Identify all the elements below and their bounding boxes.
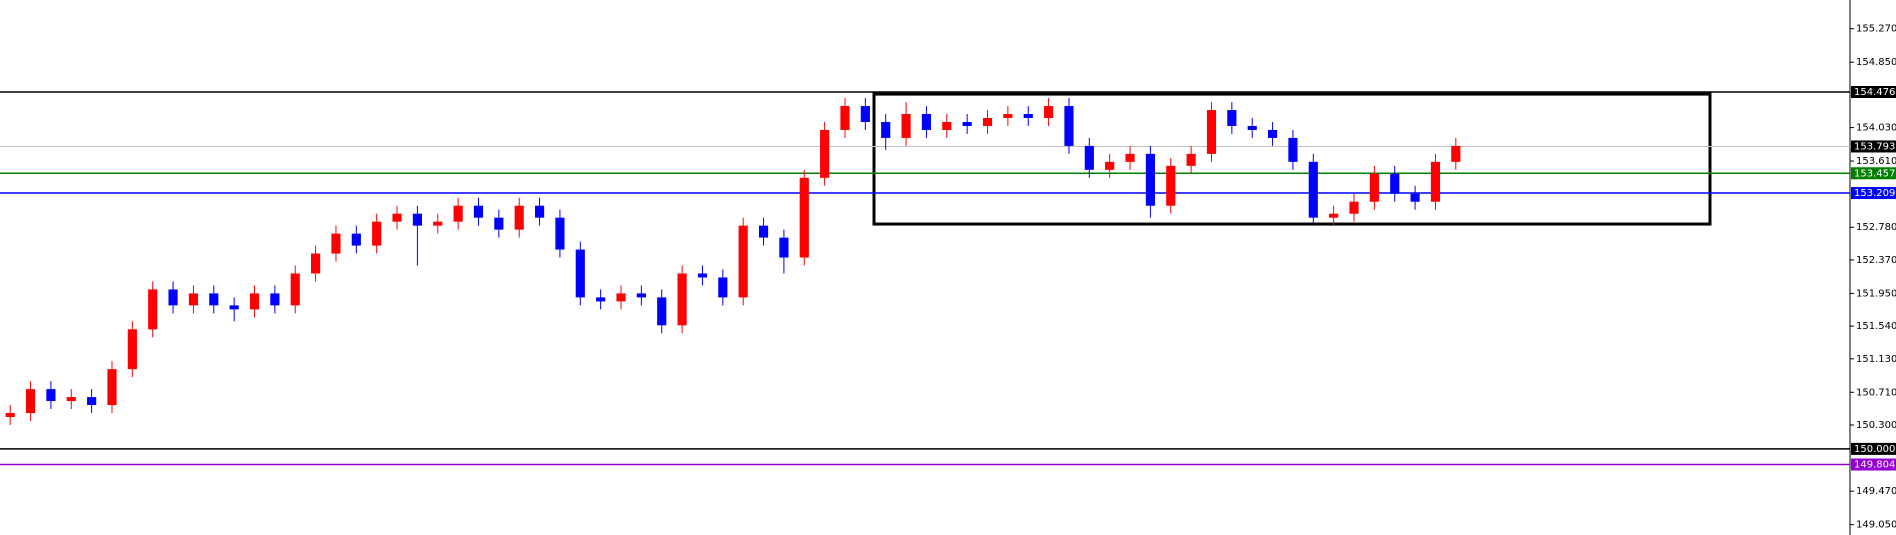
candle-body xyxy=(779,237,789,258)
candle-body xyxy=(453,205,463,222)
candle-body xyxy=(229,305,239,310)
price-level-tag xyxy=(1851,167,1896,180)
candle-body xyxy=(473,205,484,218)
candle-body xyxy=(881,121,891,138)
candle-body xyxy=(575,249,585,298)
candle-body xyxy=(127,329,137,370)
candle-body xyxy=(5,413,15,417)
candle-body xyxy=(616,293,626,302)
candle-body xyxy=(1329,213,1339,218)
price-level-tag xyxy=(1851,140,1896,153)
candle-body xyxy=(290,273,300,306)
candle-body xyxy=(657,297,667,326)
candle-body xyxy=(494,217,504,230)
candle-body xyxy=(412,213,422,226)
candle-body xyxy=(1166,165,1176,206)
candle-body xyxy=(392,213,402,222)
candle-body xyxy=(331,233,341,254)
price-level-label: 153.793 xyxy=(1854,141,1895,152)
candle-body xyxy=(1369,173,1379,202)
candle-body xyxy=(249,293,260,310)
candle-body xyxy=(1186,153,1196,166)
candle-body xyxy=(921,114,932,130)
candle-body xyxy=(636,293,646,298)
candle-body xyxy=(25,389,36,414)
price-level-label: 153.457 xyxy=(1854,168,1895,179)
y-tick-label: 149.050 xyxy=(1856,520,1896,531)
candle-body xyxy=(534,205,545,218)
candle-body xyxy=(1227,110,1237,126)
candle-body xyxy=(46,389,56,402)
candle-body xyxy=(270,293,280,306)
candle-body xyxy=(840,106,850,130)
candle-body xyxy=(1105,161,1115,170)
candle-body xyxy=(718,277,728,298)
candle-body xyxy=(555,217,565,250)
y-tick-label: 150.300 xyxy=(1856,420,1896,431)
candle-body xyxy=(1044,106,1054,119)
candle-body xyxy=(87,397,97,406)
candle-body xyxy=(433,221,443,226)
candle-body xyxy=(168,289,178,306)
candle-body xyxy=(799,177,809,258)
candle-body xyxy=(982,118,993,126)
candle-body xyxy=(820,129,830,178)
candle-body xyxy=(942,121,952,130)
price-level-tag xyxy=(1851,442,1896,455)
candle-body xyxy=(1125,153,1135,162)
price-level-label: 149.804 xyxy=(1854,460,1895,471)
y-tick-label: 150.710 xyxy=(1856,387,1896,398)
price-level-tag xyxy=(1851,187,1896,200)
y-tick-label: 155.270 xyxy=(1856,24,1896,35)
candle-body xyxy=(1349,201,1359,214)
price-level-label: 154.476 xyxy=(1854,87,1895,98)
y-tick-label: 154.850 xyxy=(1856,57,1896,68)
candle-body xyxy=(677,273,687,326)
candle-body xyxy=(209,293,219,306)
candle-body xyxy=(311,253,321,274)
candle-body xyxy=(66,397,76,402)
candle-body xyxy=(1308,161,1318,218)
candle-body xyxy=(738,225,748,298)
candle-body xyxy=(1003,114,1013,119)
candle-body xyxy=(596,297,606,302)
candle-body xyxy=(1084,145,1094,170)
candle-body xyxy=(514,205,524,230)
candle-body xyxy=(107,369,117,406)
candle-body xyxy=(1410,193,1420,202)
range-box xyxy=(872,92,1712,226)
candle-body xyxy=(1430,161,1441,202)
candle-body xyxy=(188,293,199,306)
y-tick-label: 153.610 xyxy=(1856,156,1896,167)
candle-body xyxy=(1390,173,1400,194)
candle-body xyxy=(351,233,361,246)
y-tick-label: 151.540 xyxy=(1856,321,1896,332)
candle-body xyxy=(148,289,158,330)
price-level-label: 153.209 xyxy=(1854,188,1895,199)
y-tick-label: 154.030 xyxy=(1856,123,1896,134)
candle-body xyxy=(962,121,972,126)
y-tick-label: 152.780 xyxy=(1856,222,1896,233)
candle-body xyxy=(1247,125,1257,130)
price-level-tag xyxy=(1851,458,1896,471)
candle-body xyxy=(697,273,708,278)
y-tick-label: 151.130 xyxy=(1856,354,1896,365)
candle-body xyxy=(758,225,769,238)
candle-body xyxy=(1206,110,1217,154)
candle-body xyxy=(901,114,911,138)
price-level-tag xyxy=(1851,86,1896,99)
candle-body xyxy=(1064,106,1074,146)
candle-body xyxy=(1267,129,1278,138)
candle-body xyxy=(372,221,382,246)
candle-body xyxy=(860,106,870,122)
candle-body xyxy=(1451,145,1461,162)
y-tick-label: 151.950 xyxy=(1856,288,1896,299)
candle-body xyxy=(1288,137,1298,162)
price-level-label: 150.000 xyxy=(1854,444,1895,455)
candle-body xyxy=(1145,153,1155,206)
candle-body xyxy=(1023,114,1033,119)
y-tick-label: 152.370 xyxy=(1856,255,1896,266)
y-tick-label: 149.470 xyxy=(1856,486,1896,497)
